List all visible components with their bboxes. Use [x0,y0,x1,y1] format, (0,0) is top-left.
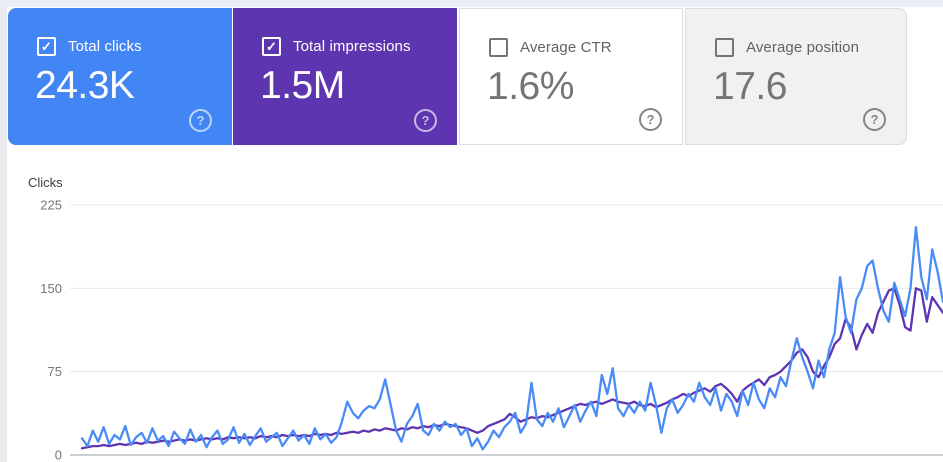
metric-value: 17.6 [713,65,787,108]
metric-label: Total clicks [68,38,142,55]
checkbox-total-clicks[interactable]: ✓ [37,37,56,56]
metric-card-total-impressions[interactable]: ✓ Total impressions 1.5M ? [233,8,457,145]
top-edge-strip [0,0,943,7]
series-line-total-impressions [80,287,943,450]
series-line-total-clicks [80,226,943,451]
metric-value: 1.6% [487,65,574,108]
help-icon[interactable]: ? [863,108,886,131]
checkbox-average-ctr[interactable] [489,38,508,57]
help-icon[interactable]: ? [639,108,662,131]
metric-label: Average position [746,39,860,56]
metric-card-average-position[interactable]: Average position 17.6 ? [685,8,907,145]
y-axis-title: Clicks [28,175,63,190]
help-icon[interactable]: ? [189,109,212,132]
metric-value: 1.5M [260,64,345,107]
y-tick-label: 225 [40,198,62,213]
checkbox-average-position[interactable] [715,38,734,57]
metric-card-average-ctr[interactable]: Average CTR 1.6% ? [459,8,683,145]
help-icon[interactable]: ? [414,109,437,132]
metric-label: Average CTR [520,39,612,56]
y-tick-label: 75 [48,364,62,379]
left-edge-strip [0,7,7,462]
metric-value: 24.3K [35,64,135,107]
y-tick-label: 0 [55,448,62,462]
metric-card-total-clicks[interactable]: ✓ Total clicks 24.3K ? [8,8,232,145]
checkbox-total-impressions[interactable]: ✓ [262,37,281,56]
y-tick-label: 150 [40,281,62,296]
metric-label: Total impressions [293,38,411,55]
